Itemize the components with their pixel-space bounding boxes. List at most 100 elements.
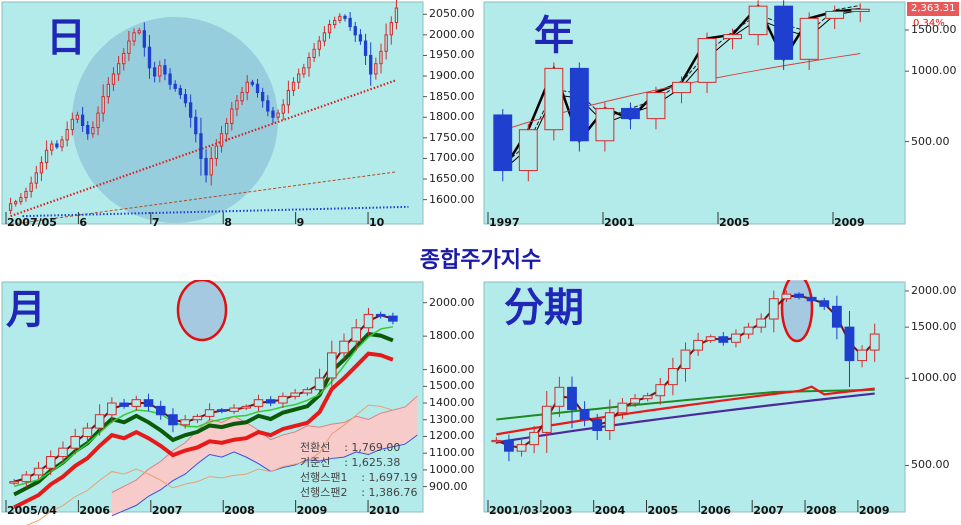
monthly-leading-span-2: [111, 434, 418, 517]
ichimoku-legend-label: 선행스팬2: [300, 486, 348, 499]
yearly-candle: [544, 62, 564, 141]
quarterly-x-tick-label: 2007: [753, 504, 784, 517]
daily-candle: [163, 58, 167, 81]
quarterly-candle: [516, 437, 527, 457]
daily-candle: [168, 68, 172, 90]
daily-candle: [363, 33, 368, 65]
ichimoku-legend-label: 선행스팬1: [300, 471, 348, 484]
monthly-candle: [327, 340, 337, 392]
daily-candle: [14, 199, 18, 207]
yearly-candle: [569, 62, 589, 152]
quarterly-x-tick-label: 2008: [806, 504, 837, 517]
yearly-candle: [697, 32, 717, 94]
monthly-candle: [33, 461, 44, 480]
chart-panel-monthly: 900.00 1000.00 1100.00 1200.00 1300.00 1400.0…: [0, 280, 479, 525]
daily-candle: [147, 34, 152, 79]
monthly-candle: [21, 471, 32, 488]
ichimoku-legend-label: 기준선: [300, 456, 331, 469]
yearly-candle: [799, 12, 819, 71]
daily-x-tick-label: 2007/05: [7, 216, 57, 229]
monthly-y-tick-label: 1200.00: [429, 429, 475, 443]
daily-candle: [158, 60, 162, 83]
quarterly-y-tick-label: 1500.00: [911, 320, 957, 334]
quarterly-x-tick-label: 2006: [700, 504, 731, 517]
monthly-candle: [70, 428, 80, 455]
daily-ma-long: [10, 79, 397, 218]
yearly-change-percent: 0.34%: [913, 18, 945, 29]
daily-candle: [338, 13, 342, 24]
quarterly-candle: [718, 332, 729, 346]
daily-candle: [70, 112, 74, 136]
daily-candle: [219, 126, 224, 153]
quarterly-red-circle: [780, 280, 814, 343]
daily-candle: [116, 55, 121, 82]
daily-y-tick-label: 1650.00: [429, 172, 475, 186]
quarterly-candle: [541, 390, 552, 453]
yearly-y-tick-label: 500.00: [911, 134, 950, 148]
quarterly-candle: [604, 399, 615, 441]
daily-candle: [333, 16, 337, 29]
daily-x-tick-label: 7: [151, 216, 160, 229]
monthly-period-label: 月: [6, 286, 46, 333]
yearly-last-price-box: [907, 2, 959, 16]
monthly-candle: [9, 478, 19, 485]
daily-candle: [271, 107, 275, 124]
daily-candle: [255, 78, 260, 98]
quarterly-candle: [731, 329, 741, 348]
daily-candle: [50, 140, 54, 156]
ichimoku-legend-label: 전환선: [300, 441, 331, 454]
monthly-red-circle: [176, 280, 228, 342]
ichimoku-legend-value: : 1,769.00: [344, 441, 401, 454]
daily-candle: [199, 117, 203, 176]
daily-candle: [142, 22, 146, 57]
yearly-y-tick-label: 1500.00: [911, 23, 957, 36]
quarterly-candle: [819, 297, 830, 310]
daily-candle: [245, 75, 249, 101]
quarterly-candle: [567, 376, 577, 429]
daily-candle: [358, 29, 363, 45]
daily-candle: [75, 111, 80, 124]
daily-y-tick-label: 1600.00: [429, 192, 475, 206]
monthly-y-tick-label: 1000.00: [429, 462, 475, 476]
daily-y-tick-label: 1900.00: [429, 69, 475, 83]
monthly-candle: [265, 396, 276, 407]
daily-candle: [230, 101, 234, 131]
monthly-y-tick-label: 1400.00: [429, 396, 475, 410]
yearly-candle: [850, 3, 870, 23]
quarterly-candle: [504, 434, 514, 462]
quarterly-candle: [768, 290, 779, 333]
monthly-candle: [45, 450, 56, 476]
monthly-candle: [58, 441, 68, 463]
monthly-candle: [192, 413, 203, 424]
daily-candle: [384, 23, 388, 60]
daily-candle: [317, 35, 321, 57]
quarterly-candle: [844, 311, 855, 388]
daily-candle: [343, 14, 347, 22]
daily-y-tick-label: 1700.00: [429, 151, 475, 165]
monthly-ma-red: [13, 351, 394, 510]
daily-period-label: 日: [46, 14, 86, 61]
daily-ma-slowest: [22, 205, 409, 218]
monthly-candle: [107, 397, 117, 424]
quarterly-ma-purple: [496, 392, 875, 444]
daily-candle: [394, 0, 399, 30]
monthly-x-tick-label: 2005/04: [7, 504, 57, 517]
daily-y-tick-label: 2000.00: [429, 27, 475, 41]
daily-chart-svg: [0, 0, 479, 242]
monthly-candle: [180, 414, 190, 429]
quarterly-candle: [857, 345, 867, 368]
quarterly-candle: [642, 392, 653, 402]
quarterly-candle: [743, 322, 754, 339]
daily-candle: [327, 19, 332, 39]
monthly-candle: [204, 403, 215, 421]
quarterly-x-tick-label: 2003: [541, 504, 573, 517]
daily-candle: [132, 28, 136, 46]
daily-y-tick-label: 1950.00: [429, 48, 475, 62]
daily-candle: [188, 94, 193, 128]
daily-candle: [209, 147, 213, 186]
daily-y-tick-label: 2050.00: [429, 7, 475, 21]
ichimoku-legend-row: 기준선: 1,625.38: [300, 455, 400, 470]
daily-candle: [369, 42, 373, 86]
ichimoku-legend-row: 선행스팬2: 1,386.76: [300, 485, 417, 500]
yearly-candle: [748, 0, 768, 46]
